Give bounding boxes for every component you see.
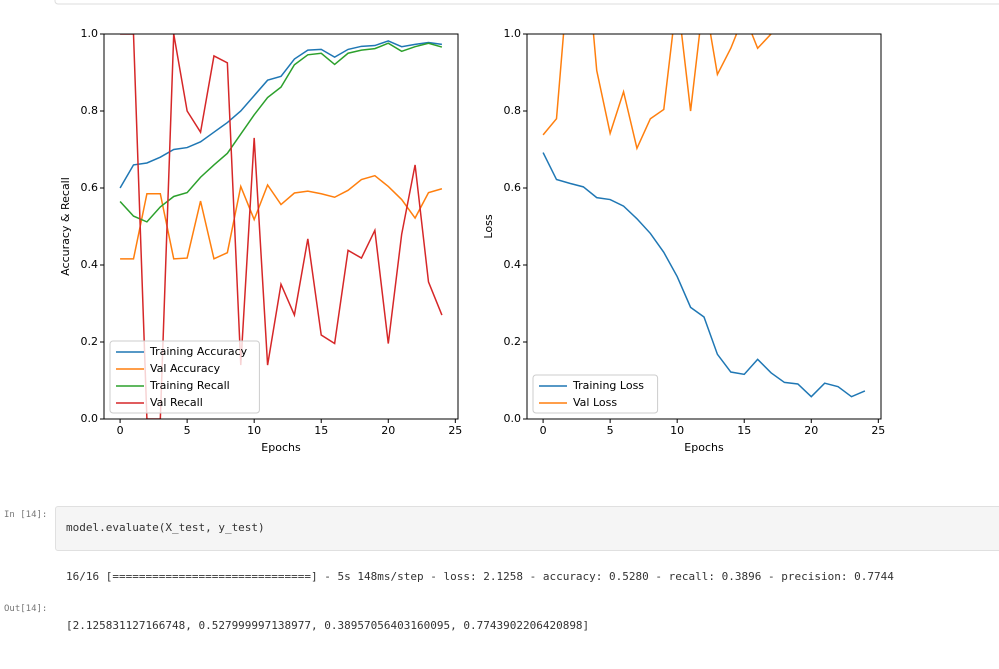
series-line xyxy=(119,42,443,223)
y-tick-label: 0.2 xyxy=(81,335,99,348)
charts: 0 5 10 15 20 25 0.0 0.2 0.4 0.6 0.8 1.0 Epochs Accura… xyxy=(54,0,999,454)
series-line xyxy=(542,34,772,151)
legend-label: Training Recall xyxy=(149,379,230,392)
x-tick-label: 25 xyxy=(871,424,885,437)
y-tick-label: 0.8 xyxy=(504,104,522,117)
output: [2.125831127166748, 0.527999997138977, 0… xyxy=(66,619,590,632)
y-tick-label: 1.0 xyxy=(81,27,99,40)
x-tick-label: 25 xyxy=(448,424,462,437)
x-tick-label: 0 xyxy=(117,424,124,437)
x-axis-label: Epochs xyxy=(684,441,724,454)
x-tick-label: 15 xyxy=(737,424,751,437)
legend-label: Training Accuracy xyxy=(149,345,248,358)
x-tick-label: 20 xyxy=(381,424,395,437)
previous-cell-border xyxy=(54,0,999,5)
series-line xyxy=(120,174,443,260)
legend-label: Val Accuracy xyxy=(150,362,221,375)
y-axis-label: Accuracy & Recall xyxy=(59,177,72,276)
plot-frame xyxy=(103,33,459,420)
stdout: 16/16 [==============================] -… xyxy=(66,570,894,583)
y-tick-label: 0.0 xyxy=(504,412,522,425)
y-tick-label: 0.6 xyxy=(504,181,522,194)
plot-frame xyxy=(526,33,882,420)
code-cell[interactable] xyxy=(55,506,999,551)
x-tick-label: 20 xyxy=(804,424,818,437)
y-axis-label: Loss xyxy=(482,214,495,238)
legend-label: Val Loss xyxy=(573,396,617,409)
y-tick-label: 0.2 xyxy=(504,335,522,348)
x-tick-label: 10 xyxy=(670,424,684,437)
x-tick-label: 5 xyxy=(607,424,614,437)
legend-label: Training Loss xyxy=(572,379,644,392)
series-line xyxy=(542,152,866,398)
y-tick-label: 0.6 xyxy=(81,181,99,194)
x-tick-label: 15 xyxy=(314,424,328,437)
y-tick-label: 0.0 xyxy=(81,412,99,425)
y-tick-label: 0.4 xyxy=(81,258,99,271)
x-axis-label: Epochs xyxy=(261,441,301,454)
legend-label: Val Recall xyxy=(150,396,203,409)
input-prompt: In [14]: xyxy=(4,510,48,520)
series-line xyxy=(119,40,443,189)
plot-lines xyxy=(119,34,443,419)
y-tick-label: 0.8 xyxy=(81,104,99,117)
y-tick-label: 0.4 xyxy=(504,258,522,271)
x-tick-label: 5 xyxy=(184,424,191,437)
plot-lines xyxy=(542,34,866,398)
series-line xyxy=(120,34,443,419)
y-tick-label: 1.0 xyxy=(504,27,522,40)
output-prompt: Out[14]: xyxy=(4,604,48,614)
code: model.evaluate(X_test, y_test) xyxy=(66,521,265,534)
x-tick-label: 10 xyxy=(247,424,261,437)
legend-box xyxy=(109,340,260,414)
x-tick-label: 0 xyxy=(540,424,547,437)
